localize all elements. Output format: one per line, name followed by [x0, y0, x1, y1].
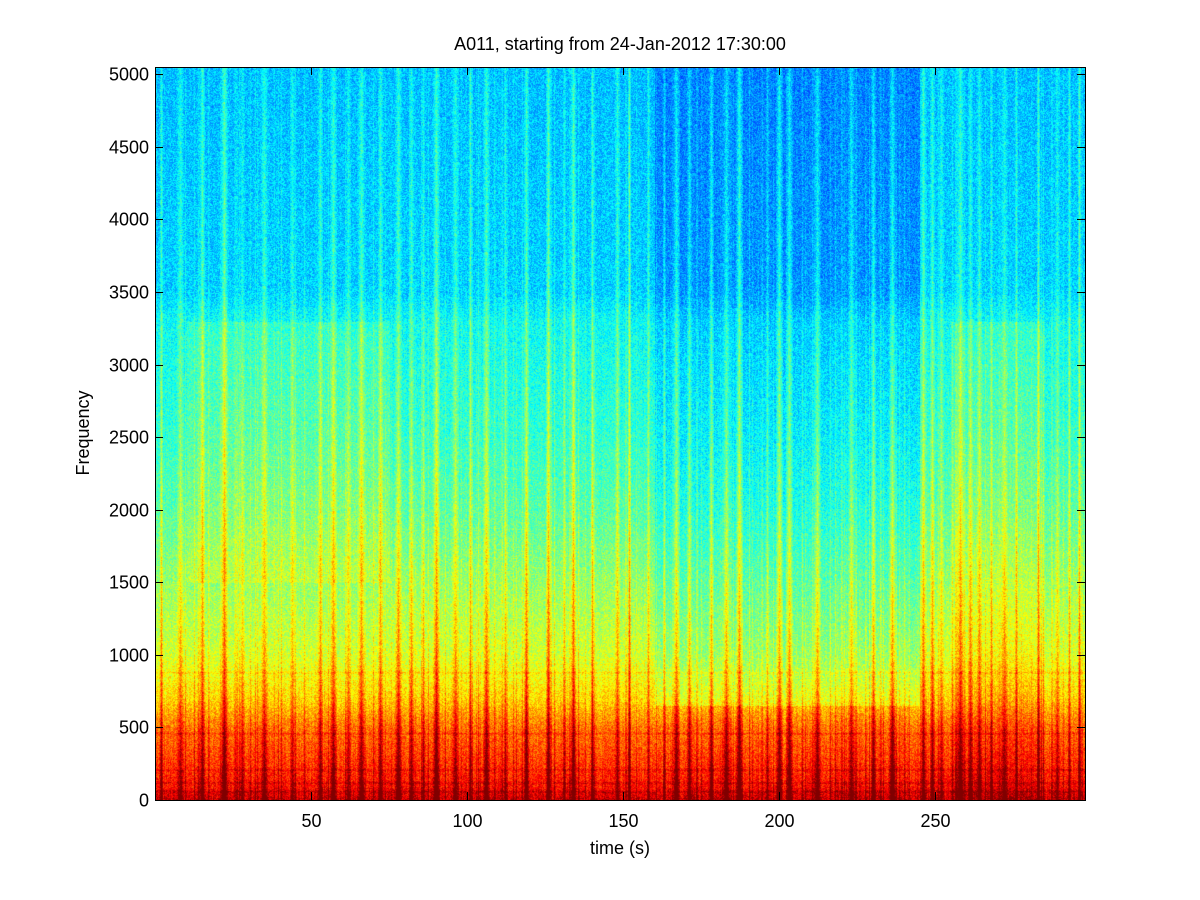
- y-tick-label: 0: [139, 791, 149, 811]
- y-axis-label: Frequency: [73, 390, 93, 475]
- y-ticks: 0 500 1000 1500 2000 2500 3000 3500 4000 4500 5000: [109, 65, 1085, 811]
- y-tick-label: 1000: [109, 646, 149, 666]
- x-ticks: 50 100 150 200 250: [301, 67, 951, 831]
- y-tick-label: 3500: [109, 283, 149, 303]
- x-tick-label: 250: [920, 811, 950, 831]
- spectrogram-image: [155, 67, 1085, 800]
- x-tick-label: 50: [301, 811, 321, 831]
- x-tick-label: 200: [764, 811, 794, 831]
- y-tick-label: 1500: [109, 573, 149, 593]
- y-tick-label: 4500: [109, 138, 149, 158]
- x-tick-label: 100: [452, 811, 482, 831]
- plot-frame: [155, 67, 1086, 801]
- y-tick-label: 5000: [109, 65, 149, 85]
- y-tick-label: 3000: [109, 356, 149, 376]
- y-tick-label: 500: [119, 718, 149, 738]
- x-axis-label: time (s): [590, 838, 650, 858]
- spectrogram-plot-area: [155, 67, 1085, 800]
- chart-title: A011, starting from 24-Jan-2012 17:30:00: [454, 34, 786, 54]
- x-tick-label: 150: [608, 811, 638, 831]
- y-tick-label: 2500: [109, 428, 149, 448]
- y-tick-label: 4000: [109, 210, 149, 230]
- y-tick-label: 2000: [109, 501, 149, 521]
